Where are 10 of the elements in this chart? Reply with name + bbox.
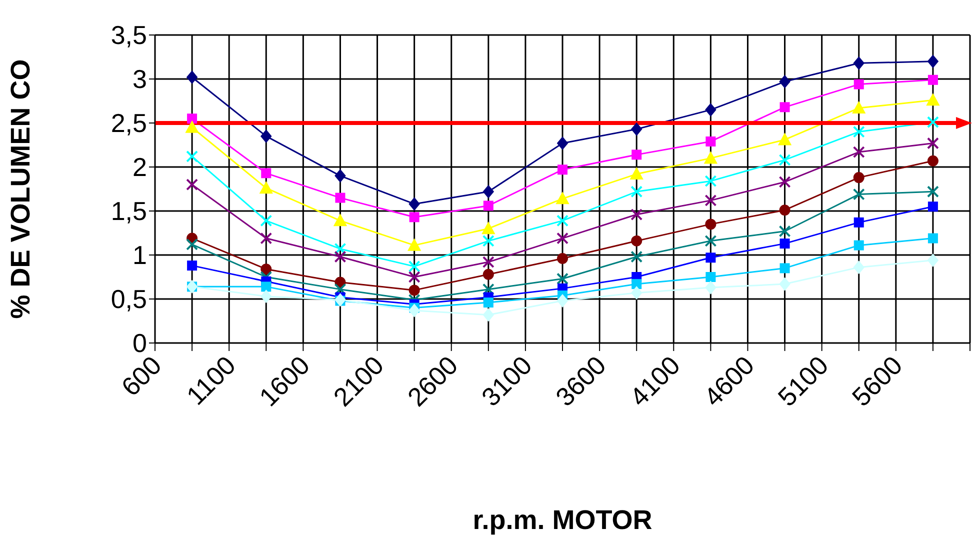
x-axis-title: r.p.m. MOTOR <box>472 505 652 535</box>
y-tick-label: 0,5 <box>110 284 147 314</box>
y-tick-label: 0 <box>132 328 147 358</box>
y-tick-label: 2 <box>132 152 147 182</box>
y-tick-label: 3,5 <box>110 20 147 50</box>
y-tick-label: 1 <box>132 240 147 270</box>
y-tick-label: 3 <box>132 64 147 94</box>
y-tick-label: 2,5 <box>110 108 147 138</box>
y-tick-label: 1,5 <box>110 196 147 226</box>
y-axis-title: % DE VOLUMEN CO <box>6 59 36 319</box>
